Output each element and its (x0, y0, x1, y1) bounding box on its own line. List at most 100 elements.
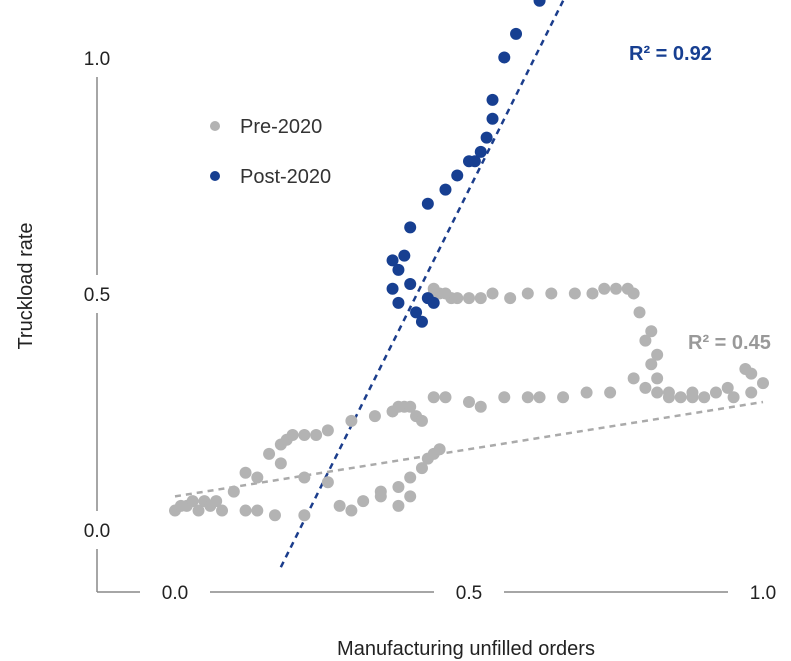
data-point (392, 499, 405, 512)
data-point (451, 169, 464, 182)
data-point (480, 131, 493, 144)
data-point (274, 457, 287, 470)
data-point (310, 429, 323, 442)
data-point (321, 476, 334, 489)
series-post-2020 (386, 0, 546, 328)
data-point (498, 51, 511, 64)
data-point (662, 386, 675, 399)
data-point (568, 287, 581, 300)
data-point (398, 249, 411, 262)
data-point (498, 391, 511, 404)
data-point (651, 372, 664, 385)
data-point (404, 221, 417, 234)
data-point (598, 282, 611, 295)
data-point (739, 362, 752, 375)
data-point (633, 306, 646, 319)
data-point (404, 471, 417, 484)
data-point (533, 391, 546, 404)
data-points (169, 0, 769, 522)
data-point (392, 480, 405, 493)
data-point (651, 348, 664, 361)
data-point (504, 292, 517, 305)
data-point (645, 325, 658, 338)
x-tick-label-2: 1.0 (750, 583, 776, 604)
data-point (639, 381, 652, 394)
data-point (374, 490, 387, 503)
data-point (410, 306, 423, 319)
data-point (674, 391, 687, 404)
data-point (604, 386, 617, 399)
y-tick-label-0: 0.0 (84, 521, 110, 542)
trendlines (174, 0, 764, 568)
data-point (345, 414, 358, 427)
data-point (463, 396, 475, 408)
data-point (627, 372, 640, 385)
data-point (186, 495, 199, 508)
x-tick-label-0: 0.0 (162, 583, 188, 604)
legend-marker-post-2020 (210, 171, 220, 181)
y-tick-label-1: 0.5 (84, 285, 110, 306)
data-point (298, 429, 311, 442)
data-point (474, 145, 487, 158)
data-point (210, 495, 223, 508)
data-point (610, 282, 622, 295)
data-point (486, 112, 499, 125)
data-point (557, 391, 570, 404)
x-tick-label-2-box (728, 573, 791, 611)
data-point (639, 334, 652, 347)
data-point (404, 490, 417, 503)
data-point (439, 391, 452, 404)
data-point (463, 292, 475, 305)
data-point (404, 400, 417, 413)
data-point (651, 386, 664, 399)
data-point (192, 504, 205, 517)
data-point (298, 509, 311, 522)
data-point (345, 504, 358, 517)
data-point (521, 287, 534, 300)
x-tick-label-0-box (140, 573, 210, 611)
data-point (386, 282, 399, 295)
data-point (486, 287, 499, 300)
trendline-post-2020 (279, 0, 565, 568)
data-point (268, 509, 281, 522)
data-point (727, 391, 740, 404)
data-point (357, 495, 370, 508)
data-point (415, 315, 428, 328)
data-point (321, 424, 334, 437)
r-squared-post-2020: R² = 0.92 (629, 43, 712, 65)
x-axis-title: Manufacturing unfilled orders (337, 638, 595, 660)
data-point (474, 292, 487, 305)
y-axis-title: Truckload rate (15, 222, 37, 349)
tick-labels: 0.0 0.5 1.0 0.0 0.5 1.0 (62, 39, 791, 611)
trendline-pre-2020 (174, 400, 764, 498)
data-point (251, 471, 264, 484)
series-pre-2020 (169, 282, 769, 522)
data-point (227, 485, 240, 498)
data-point (545, 287, 558, 300)
data-point (510, 27, 523, 40)
data-point (392, 296, 405, 309)
x-tick-label-1-box (434, 573, 504, 611)
legend: Pre-2020 Post-2020 (210, 116, 331, 188)
y-tick-label-2-box (62, 39, 132, 77)
data-point (721, 381, 734, 394)
y-tick-label-2: 1.0 (84, 49, 110, 70)
data-point (239, 504, 252, 517)
data-point (392, 263, 405, 276)
data-point (521, 391, 534, 404)
data-point (427, 296, 440, 309)
data-point (757, 377, 769, 390)
data-point (427, 391, 440, 404)
data-point (745, 386, 758, 399)
data-point (404, 278, 417, 290)
data-point (586, 287, 599, 300)
y-tick-label-0-box (62, 511, 132, 549)
legend-label-post-2020: Post-2020 (240, 166, 331, 188)
r-squared-pre-2020: R² = 0.45 (688, 332, 771, 354)
legend-label-pre-2020: Pre-2020 (240, 116, 322, 138)
data-point (251, 504, 264, 517)
legend-marker-pre-2020 (210, 121, 220, 131)
data-point (386, 254, 399, 267)
data-point (263, 447, 276, 460)
